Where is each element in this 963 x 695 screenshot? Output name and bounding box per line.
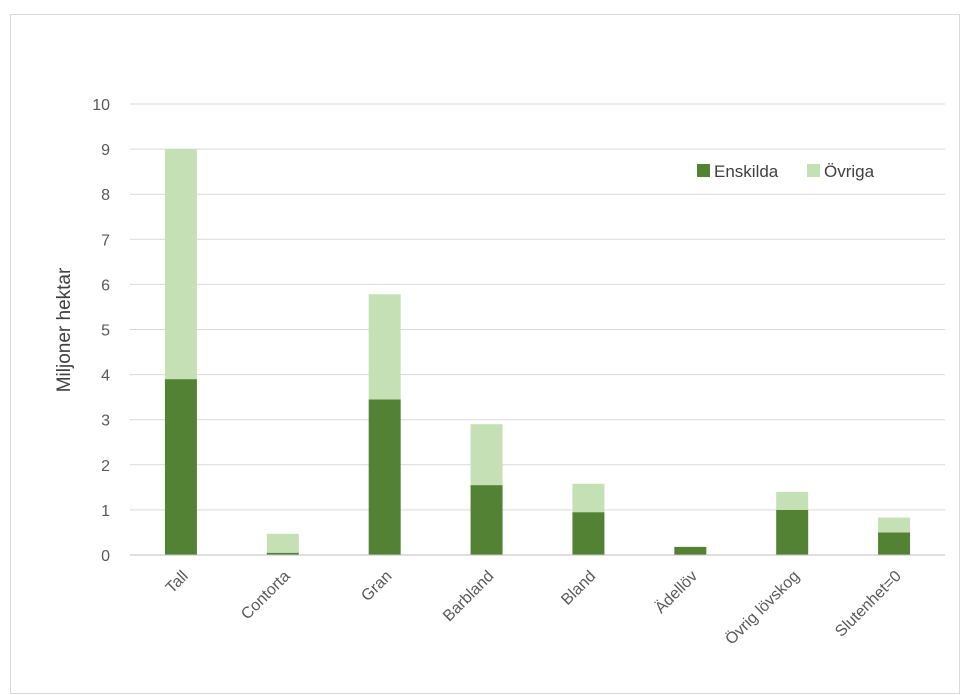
y-tick-label: 7 <box>101 232 110 249</box>
x-axis-categories: Tall Contorta Gran Barbland Bland Ädellöv Övri… <box>163 567 905 648</box>
y-axis-title: Miljoner hektar <box>54 267 75 392</box>
bar-enskilda <box>165 379 197 555</box>
bar-ovriga <box>471 424 503 485</box>
y-tick-label: 0 <box>101 548 110 565</box>
y-tick-label: 10 <box>92 97 110 114</box>
x-tick-label: Barbland <box>440 568 497 625</box>
y-tick-label: 4 <box>101 368 110 385</box>
gridlines <box>130 104 945 510</box>
x-tick-label: Contorta <box>238 568 293 623</box>
bar-ovriga <box>267 534 299 553</box>
x-tick-label: Tall <box>163 568 192 597</box>
y-axis-ticks: 0 1 2 3 4 5 6 7 8 9 10 <box>92 97 110 565</box>
bar-ovriga <box>776 492 808 510</box>
x-tick-label: Bland <box>558 568 599 609</box>
y-tick-label: 8 <box>101 187 110 204</box>
bars <box>165 149 910 555</box>
bar-enskilda <box>878 532 910 555</box>
bar-ovriga <box>572 484 604 512</box>
y-tick-label: 1 <box>101 503 110 520</box>
legend-swatch-ovriga <box>807 164 820 177</box>
bar-ovriga <box>165 149 197 379</box>
x-tick-label: Gran <box>358 568 395 605</box>
y-tick-label: 3 <box>101 413 110 430</box>
bar-ovriga <box>878 518 910 533</box>
legend-label-ovriga: Övriga <box>824 162 875 181</box>
bar-enskilda <box>572 512 604 555</box>
legend-label-enskilda: Enskilda <box>714 162 779 181</box>
legend: Enskilda Övriga <box>697 162 875 181</box>
bar-ovriga <box>369 294 401 399</box>
bar-enskilda <box>776 510 808 555</box>
x-tick-label: Övrig lövskog <box>722 567 803 648</box>
y-tick-label: 9 <box>101 142 110 159</box>
bar-enskilda <box>674 547 706 555</box>
x-tick-label: Ädellöv <box>651 567 701 617</box>
y-tick-label: 2 <box>101 458 110 475</box>
bar-enskilda <box>471 485 503 555</box>
x-tick-label: Slutenhet=0 <box>832 568 905 641</box>
y-tick-label: 5 <box>101 323 110 340</box>
bar-enskilda <box>369 399 401 555</box>
y-tick-label: 6 <box>101 277 110 294</box>
legend-swatch-enskilda <box>697 164 710 177</box>
